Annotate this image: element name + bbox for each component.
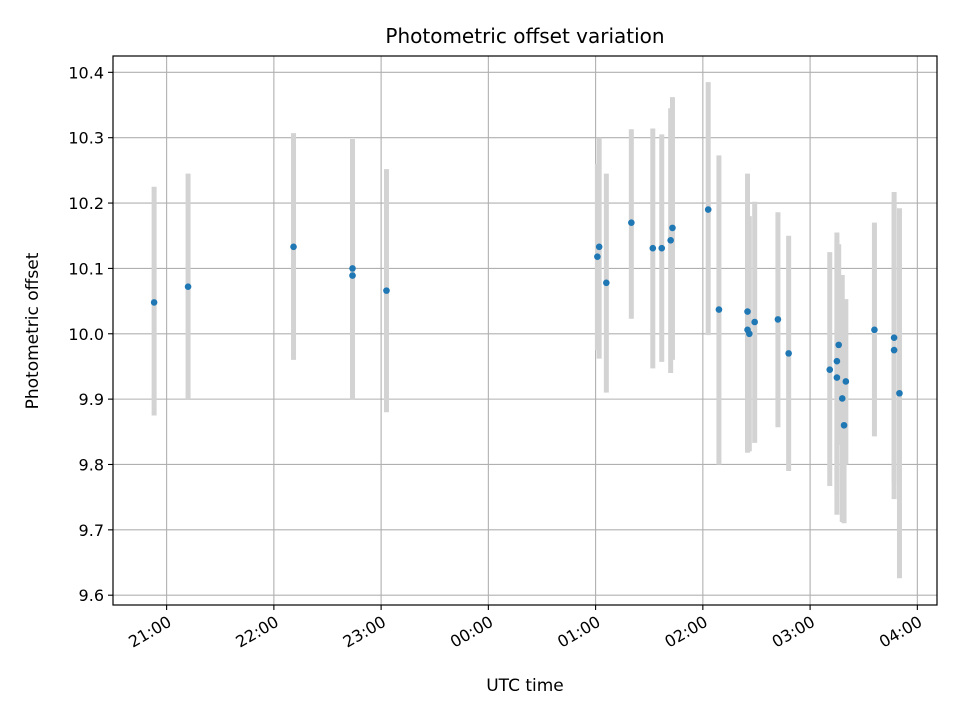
y-tick-label: 9.8 — [79, 455, 104, 474]
data-point — [658, 244, 666, 252]
grid — [113, 56, 937, 605]
data-point — [871, 326, 878, 334]
x-axis-label: UTC time — [486, 676, 564, 696]
y-tick-label: 9.6 — [79, 586, 104, 605]
chart-title: Photometric offset variation — [385, 24, 664, 48]
data-point — [383, 287, 390, 294]
y-axis-label: Photometric offset — [23, 252, 43, 409]
data-point — [667, 237, 674, 244]
data-point — [746, 330, 753, 338]
data-point — [628, 219, 635, 226]
data-point — [751, 318, 758, 326]
data-point — [150, 299, 158, 306]
y-tick-label: 10.0 — [68, 325, 104, 344]
data-point — [842, 378, 850, 385]
y-tick-label: 10.2 — [68, 194, 104, 213]
data-point — [833, 357, 841, 365]
data-point — [349, 265, 356, 272]
data-point — [715, 306, 723, 313]
data-point — [774, 316, 782, 323]
data-points — [150, 206, 903, 429]
data-point — [840, 421, 848, 429]
data-point — [896, 389, 903, 397]
data-point — [184, 283, 192, 291]
data-point — [833, 374, 841, 381]
data-point — [349, 272, 356, 279]
data-point — [838, 395, 846, 402]
plot-area-frame — [112, 55, 938, 606]
data-point — [704, 206, 712, 213]
data-point — [744, 308, 751, 315]
y-tick-label: 10.1 — [68, 259, 104, 278]
data-point — [669, 224, 676, 232]
y-tick-label: 9.7 — [79, 521, 104, 540]
data-point — [826, 366, 834, 374]
data-point — [595, 243, 603, 251]
data-point — [835, 341, 842, 349]
data-point — [290, 243, 297, 251]
data-point — [603, 279, 610, 287]
y-tick-label: 9.9 — [79, 390, 104, 409]
data-point — [594, 253, 601, 260]
y-tick-label: 10.4 — [68, 63, 104, 82]
data-point — [785, 350, 792, 357]
data-point — [649, 244, 657, 252]
data-point — [890, 346, 898, 354]
data-point — [890, 334, 898, 341]
y-tick-label: 10.3 — [68, 129, 104, 148]
